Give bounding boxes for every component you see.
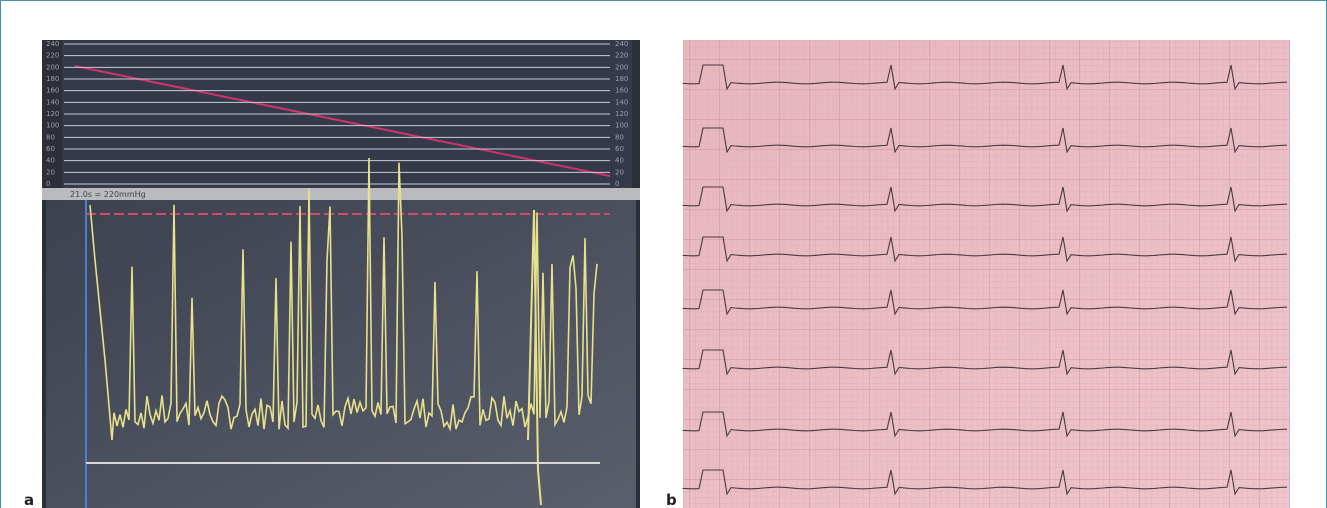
- scale-label: 0: [46, 180, 50, 188]
- scale-label: 0: [615, 180, 619, 188]
- scale-label: 60: [615, 145, 624, 153]
- scale-label: 140: [615, 98, 628, 106]
- scale-label: 160: [46, 87, 59, 95]
- scale-label: 120: [615, 110, 628, 118]
- scale-label: 20: [46, 168, 55, 176]
- scale-label: 180: [46, 75, 59, 83]
- scale-label: 80: [46, 133, 55, 141]
- scale-label: 160: [615, 87, 628, 95]
- scale-label: 220: [46, 52, 59, 60]
- ecg-grid: [683, 40, 1290, 508]
- panel-label: a: [24, 491, 34, 508]
- scale-label: 120: [46, 110, 59, 118]
- scale-label: 100: [46, 122, 59, 130]
- signal-plot: [46, 200, 636, 508]
- scale-label: 100: [615, 122, 628, 130]
- panel-label: b: [666, 491, 677, 508]
- scale-label: 40: [615, 157, 624, 165]
- scale-label: 140: [46, 98, 59, 106]
- panel-b-photo: [683, 40, 1290, 508]
- scale-label: 200: [46, 63, 59, 71]
- figure: 21.0s = 220mmHg 240240220220200200180180…: [0, 0, 1327, 508]
- scale-label: 40: [46, 157, 55, 165]
- header-text: 21.0s = 220mmHg: [70, 190, 146, 199]
- scale-label: 240: [615, 40, 628, 48]
- scale-label: 220: [615, 52, 628, 60]
- scale-label: 200: [615, 63, 628, 71]
- scale-label: 60: [46, 145, 55, 153]
- scale-label: 180: [615, 75, 628, 83]
- scale-label: 80: [615, 133, 624, 141]
- scale-label: 240: [46, 40, 59, 48]
- scale-label: 20: [615, 168, 624, 176]
